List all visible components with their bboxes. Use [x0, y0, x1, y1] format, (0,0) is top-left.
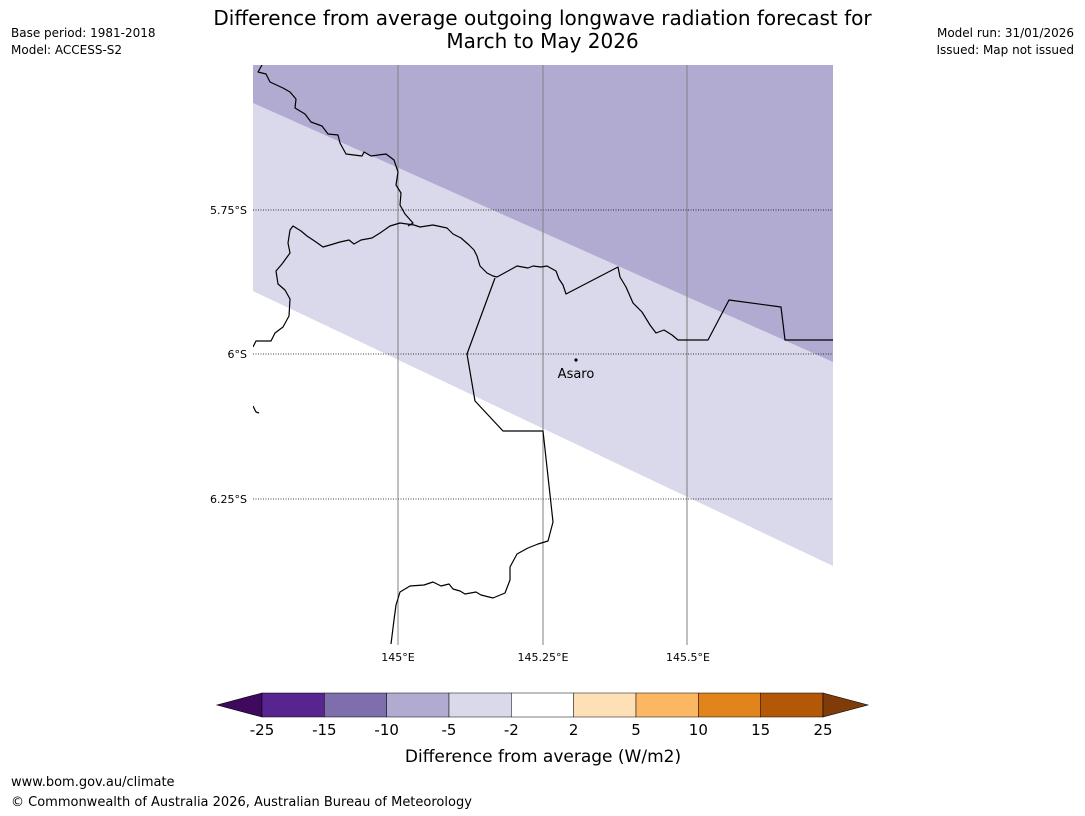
colorbar-tick-label: 5	[631, 721, 641, 739]
colorbar-tick-label: 10	[689, 721, 708, 739]
colorbar-extend-low	[215, 692, 263, 718]
boundary-west-fragment	[253, 405, 260, 414]
colorbar-segment	[386, 692, 450, 718]
colorbar-tick-label: -5	[442, 721, 457, 739]
colorbar-tick-label: 25	[813, 721, 832, 739]
boundary-central	[253, 222, 833, 348]
colorbar-segment	[324, 692, 387, 718]
footer-url: www.bom.gov.au/climate	[11, 775, 175, 790]
colorbar-segment	[760, 692, 824, 718]
colorbar-tick-label: -15	[312, 721, 337, 739]
lon-label-145-25e: 145.25°E	[518, 651, 569, 664]
colorbar-segment	[698, 692, 761, 718]
boundary-north	[257, 65, 414, 227]
lat-label-6s: 6°S	[228, 348, 247, 361]
header-left-meta: Base period: 1981-2018 Model: ACCESS-S2	[11, 25, 156, 59]
footer-copyright: © Commonwealth of Australia 2026, Austra…	[11, 795, 472, 810]
boundary-south	[390, 277, 554, 645]
issued-text: Issued: Map not issued	[936, 43, 1074, 57]
colorbar-tick-label: 2	[569, 721, 579, 739]
lon-label-145e: 145°E	[381, 651, 414, 664]
colorbar-tick-label: -25	[250, 721, 275, 739]
map-panel: Asaro	[253, 65, 833, 645]
asaro-marker	[574, 358, 578, 362]
colorbar-segment	[511, 692, 574, 718]
model-run-text: Model run: 31/01/2026	[936, 26, 1074, 40]
colorbar-segment	[573, 692, 637, 718]
lat-label-5-75s: 5.75°S	[210, 204, 247, 217]
map-title: Difference from average outgoing longwav…	[150, 7, 935, 53]
colorbar-tick-label: -2	[504, 721, 519, 739]
colorbar-segment	[261, 692, 325, 718]
lon-label-145-5e: 145.5°E	[666, 651, 710, 664]
colorbar-label: Difference from average (W/m2)	[405, 747, 681, 767]
place-label-asaro: Asaro	[558, 367, 595, 382]
province-boundaries	[253, 65, 833, 645]
colorbar-extend-high	[822, 692, 870, 718]
base-period-text: Base period: 1981-2018	[11, 26, 156, 40]
colorbar-segment	[635, 692, 699, 718]
colorbar-segment	[448, 692, 512, 718]
title-line-2: March to May 2026	[446, 29, 639, 53]
colorbar-tick-label: 15	[751, 721, 770, 739]
colorbar-tick-label: -10	[374, 721, 399, 739]
lat-label-6-25s: 6.25°S	[210, 493, 247, 506]
title-line-1: Difference from average outgoing longwav…	[213, 6, 872, 30]
model-text: Model: ACCESS-S2	[11, 43, 123, 57]
colorbar: -25 -15 -10 -5 -2 2 5 10 15 25	[215, 692, 870, 739]
header-right-meta: Model run: 31/01/2026 Issued: Map not is…	[936, 25, 1074, 59]
